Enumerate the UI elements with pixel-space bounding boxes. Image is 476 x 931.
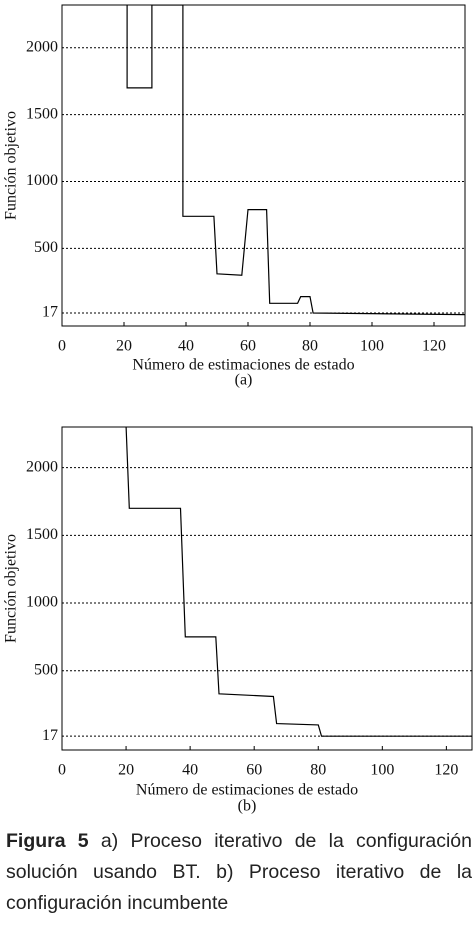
plot-frame — [61, 4, 466, 327]
x-tick-label: 120 — [434, 762, 458, 779]
panel-label: (b) — [238, 798, 257, 815]
x-tick-label: 120 — [422, 338, 446, 355]
x-tick-label: 20 — [116, 338, 132, 355]
x-tick-label: 60 — [246, 762, 262, 779]
x-tick-label: 0 — [58, 338, 66, 355]
x-axis-label: Número de estimaciones de estado — [132, 357, 354, 374]
y-tick-label: 500 — [34, 239, 58, 256]
caption-label: Figura 5 — [6, 830, 89, 852]
y-tick-label: 500 — [34, 661, 58, 678]
y-tick-label: 1500 — [26, 105, 58, 122]
y-axis-label: Función objetivo — [3, 534, 20, 643]
data-line — [126, 5, 465, 316]
x-tick-label: 100 — [360, 338, 384, 355]
x-tick-label: 0 — [58, 762, 66, 779]
y-tick-label: 17 — [42, 304, 58, 321]
caption: Figura 5 a) Proceso iterativo de la conf… — [6, 826, 472, 919]
caption-text: a) Proceso iterativo de la configuración… — [6, 830, 472, 914]
y-axis-label: Función objetivo — [3, 111, 20, 220]
y-tick-label: 1000 — [26, 172, 58, 189]
x-tick-label: 40 — [182, 762, 198, 779]
x-tick-label: 20 — [118, 762, 134, 779]
x-axis-label: Número de estimaciones de estado — [136, 782, 358, 799]
x-tick-label: 80 — [310, 762, 326, 779]
x-tick-label: 100 — [370, 762, 394, 779]
panel-label: (a) — [235, 372, 253, 389]
plot-frame — [61, 426, 473, 751]
y-tick-label: 17 — [42, 727, 58, 744]
y-tick-label: 2000 — [26, 458, 58, 475]
x-tick-label: 60 — [240, 338, 256, 355]
data-line — [125, 427, 472, 737]
x-tick-label: 80 — [302, 338, 318, 355]
y-tick-label: 2000 — [26, 38, 58, 55]
x-tick-label: 40 — [178, 338, 194, 355]
y-tick-label: 1500 — [26, 526, 58, 543]
y-tick-label: 1000 — [26, 594, 58, 611]
